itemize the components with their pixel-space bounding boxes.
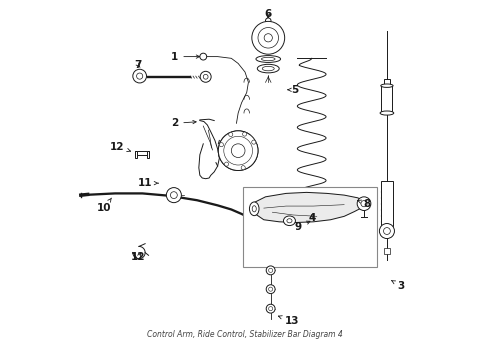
Circle shape [200, 53, 207, 60]
Text: 3: 3 [392, 281, 404, 291]
Circle shape [379, 224, 394, 239]
Text: 9: 9 [294, 221, 310, 231]
Ellipse shape [257, 64, 279, 73]
Circle shape [224, 162, 229, 166]
Ellipse shape [381, 84, 393, 87]
Circle shape [231, 144, 245, 158]
Ellipse shape [284, 216, 295, 226]
Text: 4: 4 [308, 213, 316, 223]
Circle shape [361, 201, 367, 207]
Circle shape [133, 69, 147, 83]
Circle shape [266, 266, 275, 275]
Circle shape [166, 188, 181, 203]
Ellipse shape [249, 202, 259, 216]
Ellipse shape [256, 55, 281, 62]
Circle shape [258, 28, 278, 48]
Circle shape [269, 268, 273, 273]
Circle shape [224, 136, 252, 165]
Text: 6: 6 [265, 9, 272, 19]
Circle shape [384, 228, 391, 234]
Ellipse shape [262, 66, 274, 71]
Circle shape [203, 75, 208, 79]
Polygon shape [252, 192, 365, 222]
Text: 8: 8 [358, 199, 370, 209]
Text: 7: 7 [135, 60, 142, 70]
Ellipse shape [252, 206, 256, 212]
Bar [244, 186, 377, 267]
Ellipse shape [262, 57, 275, 61]
Bar [381, 86, 392, 113]
Text: Control Arm, Ride Control, Stabilizer Bar Diagram 4: Control Arm, Ride Control, Stabilizer Ba… [147, 330, 343, 339]
Bar [135, 151, 148, 155]
Ellipse shape [380, 111, 394, 115]
Circle shape [264, 34, 272, 42]
Circle shape [252, 140, 256, 144]
Ellipse shape [287, 219, 292, 223]
Circle shape [243, 132, 246, 136]
Text: 5: 5 [288, 85, 298, 95]
Circle shape [266, 18, 271, 23]
Text: 10: 10 [97, 198, 111, 213]
Circle shape [229, 132, 233, 136]
Circle shape [266, 285, 275, 294]
Circle shape [171, 192, 177, 198]
Circle shape [219, 131, 258, 171]
Text: 2: 2 [171, 118, 196, 128]
Text: 12: 12 [131, 252, 146, 262]
Circle shape [252, 21, 285, 54]
Circle shape [241, 166, 245, 170]
Circle shape [137, 73, 143, 79]
Text: 13: 13 [278, 316, 299, 326]
Circle shape [269, 307, 273, 311]
Bar [384, 248, 390, 254]
Text: 1: 1 [171, 51, 199, 62]
Bar [147, 151, 148, 158]
Bar [381, 181, 393, 226]
Bar [384, 79, 391, 86]
Bar [135, 151, 137, 158]
Circle shape [220, 143, 223, 147]
Circle shape [200, 71, 211, 82]
Text: 12: 12 [110, 141, 130, 152]
Circle shape [357, 197, 371, 211]
Text: 11: 11 [138, 178, 158, 188]
Circle shape [266, 304, 275, 313]
Circle shape [269, 287, 273, 291]
